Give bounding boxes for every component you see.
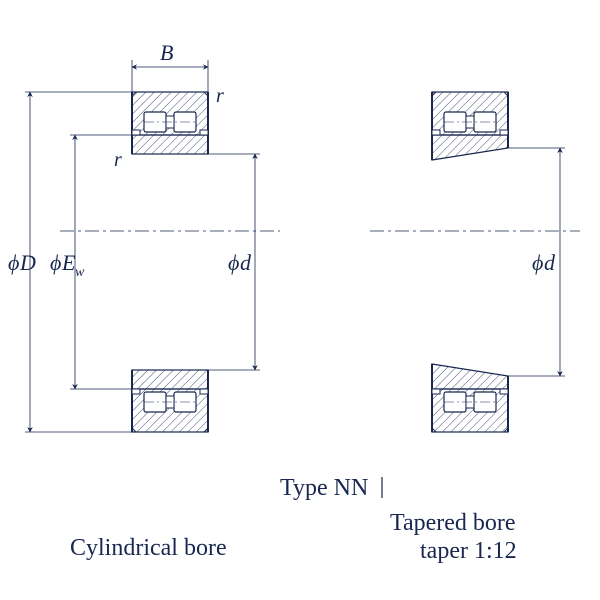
svg-text:D: D (19, 250, 36, 275)
svg-text:ϕ: ϕ (532, 250, 543, 275)
svg-text:d: d (240, 250, 252, 275)
caption-cylindrical: Cylindrical bore (70, 535, 227, 561)
svg-text:ϕ: ϕ (50, 250, 61, 275)
bearing-diagram: ϕ D ϕ E w ϕ d B (0, 0, 600, 600)
svg-text:ϕ: ϕ (228, 250, 239, 275)
label-phiEw: ϕ E w (50, 250, 85, 280)
svg-text:w: w (75, 265, 85, 280)
right-view-tapered: ϕ d (370, 92, 580, 432)
label-phiD: ϕ D (8, 250, 36, 275)
left-top-section (132, 92, 208, 154)
left-bottom-section (132, 370, 208, 432)
label-type: Type NN (280, 475, 368, 501)
svg-text:d: d (544, 250, 556, 275)
right-top-section (432, 92, 508, 160)
right-bottom-section (432, 364, 508, 432)
caption-tapered-line1: Tapered bore (390, 510, 516, 536)
label-r-outer: r (216, 85, 224, 107)
type-label-group: Type NN (280, 475, 382, 501)
label-phid-left: ϕ d (228, 250, 252, 275)
caption-tapered-line2: taper 1:12 (420, 538, 517, 564)
label-B: B (160, 40, 173, 65)
left-view-cylindrical: ϕ D ϕ E w ϕ d B (8, 40, 280, 432)
label-phid-right: ϕ d (532, 250, 556, 275)
svg-text:E: E (61, 250, 76, 275)
label-r-inner: r (114, 149, 122, 171)
svg-text:ϕ: ϕ (8, 250, 19, 275)
